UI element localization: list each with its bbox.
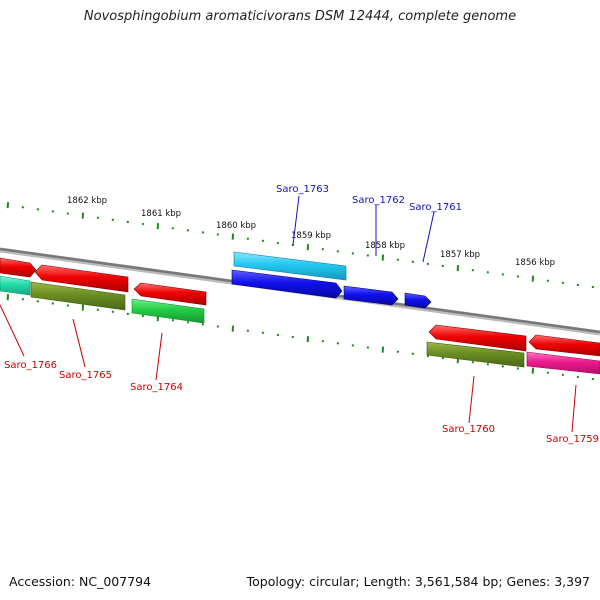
gene-arrow-red-c[interactable] bbox=[133, 282, 207, 306]
tick-label-1857: 1857 kbp bbox=[440, 250, 480, 260]
gene-arrow-teal[interactable] bbox=[0, 275, 31, 296]
leader-saro-1764 bbox=[155, 332, 163, 381]
tick-label-1862: 1862 kbp bbox=[67, 196, 107, 206]
tick-label-1859: 1859 kbp bbox=[291, 231, 331, 241]
accession-text: Accession: NC_007794 bbox=[9, 574, 152, 589]
gene-arrow-red-d[interactable] bbox=[428, 324, 527, 352]
gene-arrow-red-b[interactable] bbox=[34, 264, 129, 293]
scale-labels: 1862 kbp 1861 kbp 1860 kbp 1859 kbp 1858… bbox=[67, 196, 555, 268]
tick-label-1861: 1861 kbp bbox=[141, 209, 181, 219]
label-saro-1759[interactable]: Saro_1759 bbox=[546, 434, 599, 445]
gene-labels: Saro_1763 Saro_1762 Saro_1761 Saro_1766 … bbox=[4, 184, 599, 445]
genome-summary-text: Topology: circular; Length: 3,561,584 bp… bbox=[246, 574, 590, 589]
leader-saro-1761 bbox=[422, 211, 435, 263]
gene-arrow-blue-1761[interactable] bbox=[404, 292, 432, 309]
gene-arrow-cyan-1763[interactable] bbox=[233, 251, 347, 281]
label-saro-1765[interactable]: Saro_1765 bbox=[59, 370, 112, 381]
leader-saro-1760 bbox=[468, 375, 475, 424]
tick-label-1860: 1860 kbp bbox=[216, 221, 256, 231]
leader-saro-1765 bbox=[72, 318, 86, 368]
tick-label-1856: 1856 kbp bbox=[515, 258, 555, 268]
leaders-lower bbox=[0, 304, 577, 433]
gene-saro-1766[interactable] bbox=[0, 257, 37, 296]
leaders-upper bbox=[292, 195, 435, 263]
leader-saro-1759 bbox=[571, 384, 577, 433]
gene-arrow-green-1764[interactable] bbox=[131, 298, 205, 324]
label-saro-1761[interactable]: Saro_1761 bbox=[409, 202, 462, 213]
gene-arrow-blue-1762[interactable] bbox=[343, 285, 399, 306]
scale-ticks-lower bbox=[6, 294, 594, 381]
gene-arrow-blue-1763b[interactable] bbox=[231, 269, 343, 299]
label-saro-1762[interactable]: Saro_1762 bbox=[352, 195, 405, 206]
label-saro-1763[interactable]: Saro_1763 bbox=[276, 184, 329, 195]
gene-arrow-olive-1765[interactable] bbox=[30, 281, 126, 311]
gene-arrow-red-a[interactable] bbox=[0, 257, 37, 278]
label-saro-1766[interactable]: Saro_1766 bbox=[4, 360, 57, 371]
tick-label-1858: 1858 kbp bbox=[365, 241, 405, 251]
gene-arrow-magenta-1759[interactable] bbox=[526, 351, 600, 375]
label-saro-1764[interactable]: Saro_1764 bbox=[130, 382, 183, 393]
leader-saro-1763 bbox=[292, 195, 300, 246]
gene-arrow-red-e[interactable] bbox=[528, 334, 600, 357]
leader-saro-1766 bbox=[0, 304, 25, 357]
map-title: Novosphingobium aromaticivorans DSM 1244… bbox=[83, 9, 517, 24]
gene-arrow-olive-1760[interactable] bbox=[426, 341, 525, 368]
label-saro-1760[interactable]: Saro_1760 bbox=[442, 424, 495, 435]
